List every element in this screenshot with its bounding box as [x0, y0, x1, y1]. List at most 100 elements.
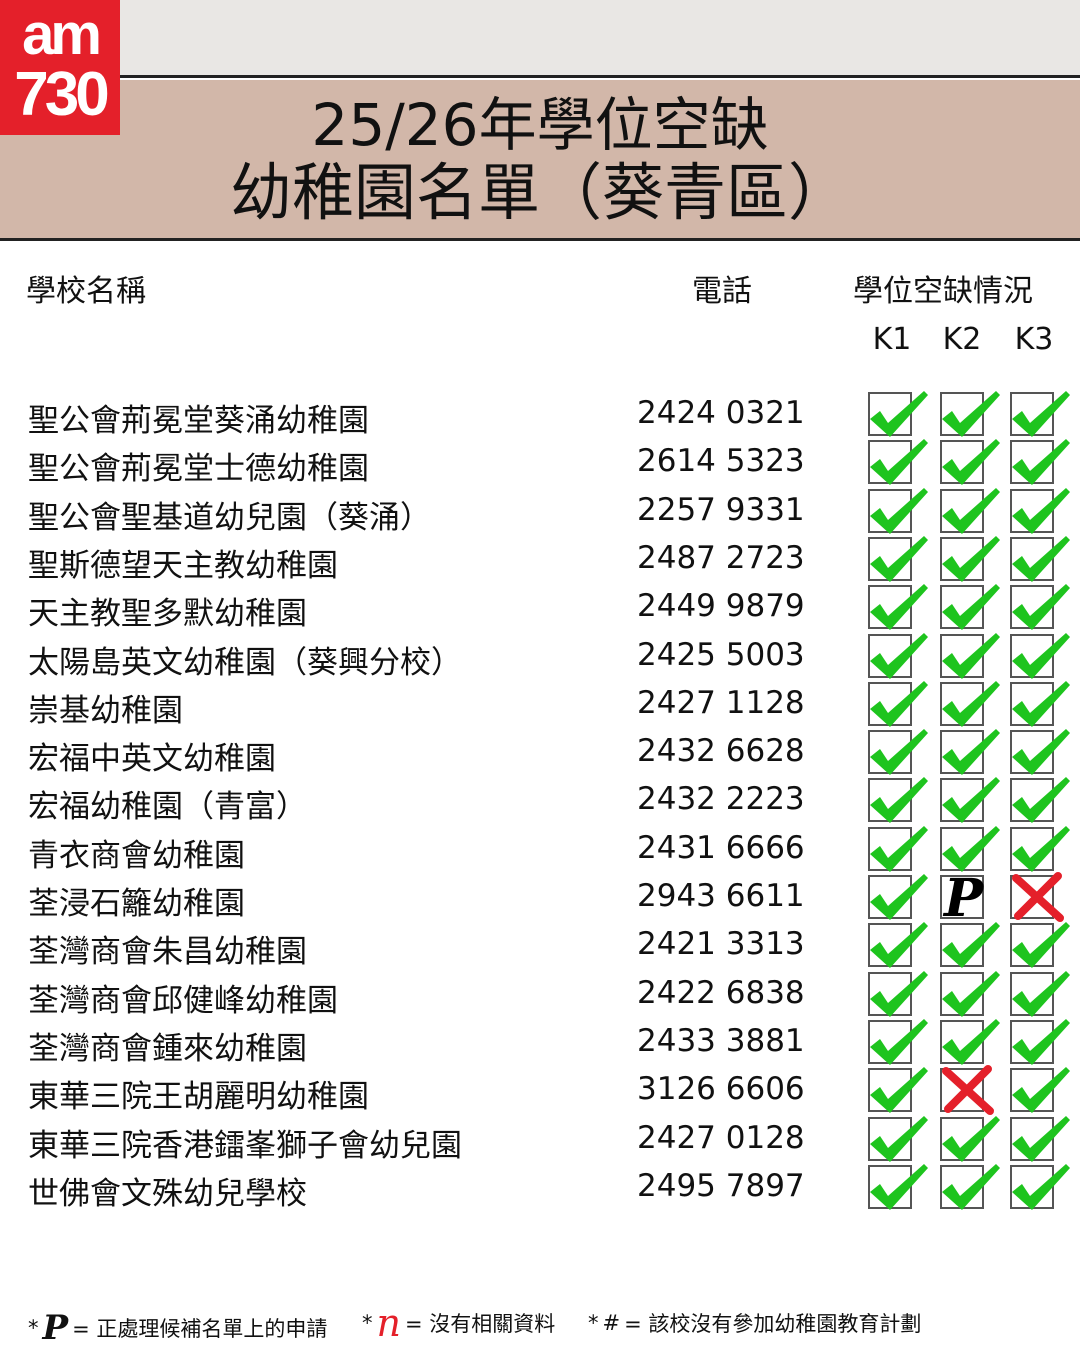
legend-no-info: * n = 沒有相關資料	[362, 1304, 556, 1342]
school-row: 荃灣商會朱昌幼稚園 2421 3313	[0, 922, 1080, 974]
school-phone: 3126 6606	[637, 1071, 805, 1108]
check-icon	[1008, 918, 1072, 972]
school-name: 荃灣商會朱昌幼稚園	[28, 934, 307, 971]
logo-line2: 730	[14, 60, 109, 129]
k1-header: K1	[872, 322, 912, 357]
school-phone: 2432 6628	[637, 733, 805, 770]
legend-text: = 該校沒有參加幼稚園教育計劃	[624, 1312, 922, 1336]
school-name: 聖公會荊冕堂士德幼稚園	[28, 451, 369, 488]
check-icon	[866, 580, 930, 634]
school-phone: 2421 3313	[637, 926, 805, 963]
school-name: 世佛會文殊幼兒學校	[28, 1175, 307, 1212]
school-name: 東華三院香港鐳峯獅子會幼兒園	[28, 1127, 462, 1164]
check-icon	[866, 918, 930, 972]
legend-waitlist: * P = 正處理候補名單上的申請	[28, 1308, 327, 1348]
check-icon	[938, 677, 1002, 731]
check-icon	[1008, 1063, 1072, 1117]
check-icon	[1008, 1112, 1072, 1166]
check-icon	[866, 1063, 930, 1117]
cross-icon	[1008, 870, 1072, 924]
school-name: 宏福幼稚園（青富）	[28, 789, 307, 826]
school-phone: 2427 0128	[637, 1119, 805, 1156]
check-icon	[866, 1015, 930, 1069]
asterisk: *	[362, 1311, 373, 1335]
cross-icon	[938, 1063, 1002, 1117]
school-phone: 2449 9879	[637, 588, 805, 625]
check-icon	[938, 1160, 1002, 1214]
page-title-line1: 25/26年學位空缺	[311, 91, 769, 159]
school-row: 荃浸石籬幼稚園 2943 6611 P	[0, 868, 1080, 929]
check-icon	[1008, 532, 1072, 586]
check-icon	[1008, 677, 1072, 731]
check-icon	[866, 725, 930, 779]
check-icon	[938, 435, 1002, 489]
check-icon	[938, 1112, 1002, 1166]
school-name: 東華三院王胡麗明幼稚園	[28, 1079, 369, 1116]
check-icon	[866, 387, 930, 441]
check-icon	[1008, 484, 1072, 538]
school-phone: 2495 7897	[637, 1167, 805, 1204]
school-phone: 2427 1128	[637, 684, 805, 721]
school-phone: 2422 6838	[637, 974, 805, 1011]
school-row: 聖公會聖基道幼兒園（葵涌） 2257 9331	[0, 487, 1080, 540]
hash-icon: #	[602, 1311, 621, 1335]
school-name: 聖公會荊冕堂葵涌幼稚園	[28, 403, 369, 439]
school-name: 太陽島英文幼稚園（葵興分校）	[28, 644, 462, 681]
legend-text: = 正處理候補名單上的申請	[72, 1317, 328, 1341]
check-icon	[938, 484, 1002, 538]
check-icon	[1008, 387, 1072, 441]
check-icon	[1008, 435, 1072, 489]
school-row: 東華三院王胡麗明幼稚園 3126 6606	[0, 1065, 1080, 1119]
k2-header: K2	[942, 322, 982, 357]
school-name: 聖公會聖基道幼兒園（葵涌）	[28, 499, 431, 536]
check-icon	[1008, 773, 1072, 827]
waitlist-p-icon: P	[42, 1308, 69, 1348]
check-icon	[866, 822, 930, 876]
check-icon	[938, 580, 1002, 634]
school-phone: 2257 9331	[637, 491, 805, 528]
am730-logo: am 730	[0, 0, 120, 135]
school-phone: 2431 6666	[637, 829, 805, 866]
waitlist-p-icon: P	[938, 868, 1002, 929]
school-row: 東華三院香港鐳峯獅子會幼兒園 2427 0128	[0, 1115, 1080, 1168]
check-icon	[1008, 1015, 1072, 1069]
check-icon	[938, 967, 1002, 1021]
title-band	[0, 80, 1080, 241]
check-icon	[938, 725, 1002, 779]
phone-header: 電話	[692, 274, 752, 309]
check-icon	[866, 1160, 930, 1214]
check-icon	[938, 918, 1002, 972]
vacancy-header: 學位空缺情況	[853, 274, 1033, 309]
logo-line1: am	[22, 2, 102, 67]
check-icon	[1008, 580, 1072, 634]
asterisk: *	[28, 1316, 39, 1340]
school-name: 崇基幼稚園	[28, 692, 183, 729]
school-row: 宏福中英文幼稚園 2432 6628	[0, 729, 1080, 781]
k2-status-box	[940, 875, 984, 919]
check-icon	[938, 1015, 1002, 1069]
school-name: 青衣商會幼稚園	[28, 837, 245, 874]
school-row: 世佛會文殊幼兒學校 2495 7897	[0, 1163, 1080, 1216]
check-icon	[866, 773, 930, 827]
top-band	[0, 0, 1080, 78]
school-name: 荃灣商會鍾來幼稚園	[28, 1030, 307, 1067]
legend-text: = 沒有相關資料	[404, 1312, 556, 1336]
check-icon	[938, 773, 1002, 827]
school-row: 荃灣商會邱健峰幼稚園 2422 6838	[0, 970, 1080, 1023]
check-icon	[866, 435, 930, 489]
check-icon	[938, 387, 1002, 441]
check-icon	[866, 870, 930, 924]
check-icon	[866, 1112, 930, 1166]
check-icon	[1008, 1160, 1072, 1214]
school-name: 荃浸石籬幼稚園	[28, 886, 245, 922]
svg-text:P: P	[942, 870, 985, 924]
school-name: 天主教聖多默幼稚園	[28, 596, 307, 633]
school-phone: 2487 2723	[637, 539, 805, 576]
check-icon	[1008, 629, 1072, 683]
school-name: 荃灣商會邱健峰幼稚園	[28, 982, 338, 1019]
school-phone: 2943 6611	[637, 878, 805, 914]
check-icon	[1008, 725, 1072, 779]
page-title-line2: 幼稚園名單（葵青區）	[229, 156, 850, 229]
school-name: 宏福中英文幼稚園	[28, 741, 276, 778]
check-icon	[938, 822, 1002, 876]
